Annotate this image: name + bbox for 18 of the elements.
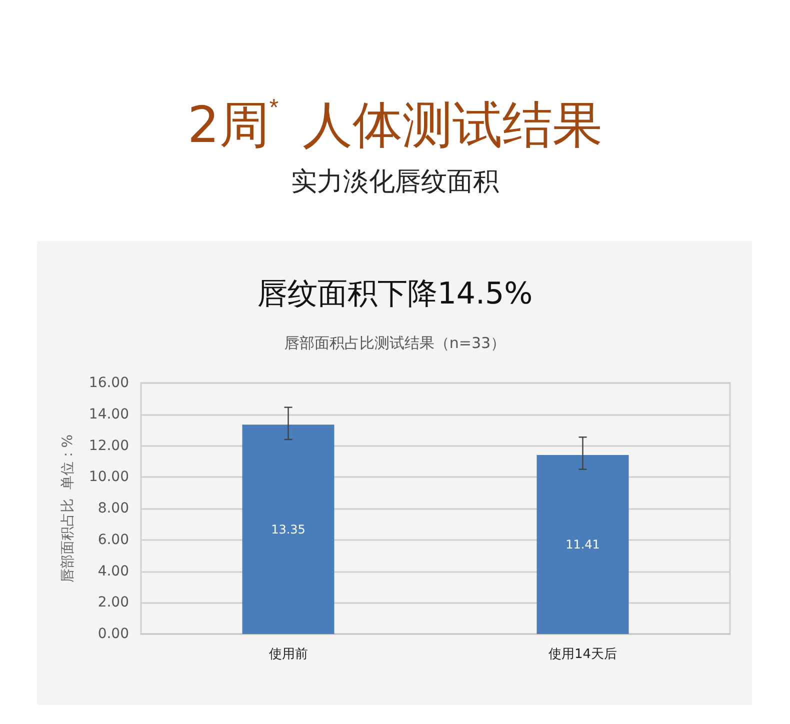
data-label: 13.35 [271,522,306,536]
x-tick-label: 使用前 [268,647,308,662]
y-axis-title: 唇部面积占比 单位：% [60,434,76,583]
y-tick-label: 16.00 [88,375,129,391]
y-tick-label: 0.00 [98,626,129,642]
y-tick-label: 8.00 [98,500,129,516]
y-tick-label: 14.00 [88,406,129,422]
y-tick-label: 2.00 [98,594,129,611]
y-tick-label: 6.00 [98,532,129,548]
chart-subtitle: 实力淡化唇纹面积 [291,167,499,197]
chart-title: 2周* 人体测试结果 [187,94,603,154]
y-tick-label: 10.00 [88,469,129,486]
data-label: 11.41 [566,538,600,552]
y-tick-label: 4.00 [98,563,129,580]
text: 唇部面积占比测试结果（n=33） [284,334,506,352]
text: 唇纹面积下降14.5% [257,276,533,312]
y-tick-label: 12.00 [88,438,129,454]
x-tick-label: 使用14天后 [548,647,618,662]
